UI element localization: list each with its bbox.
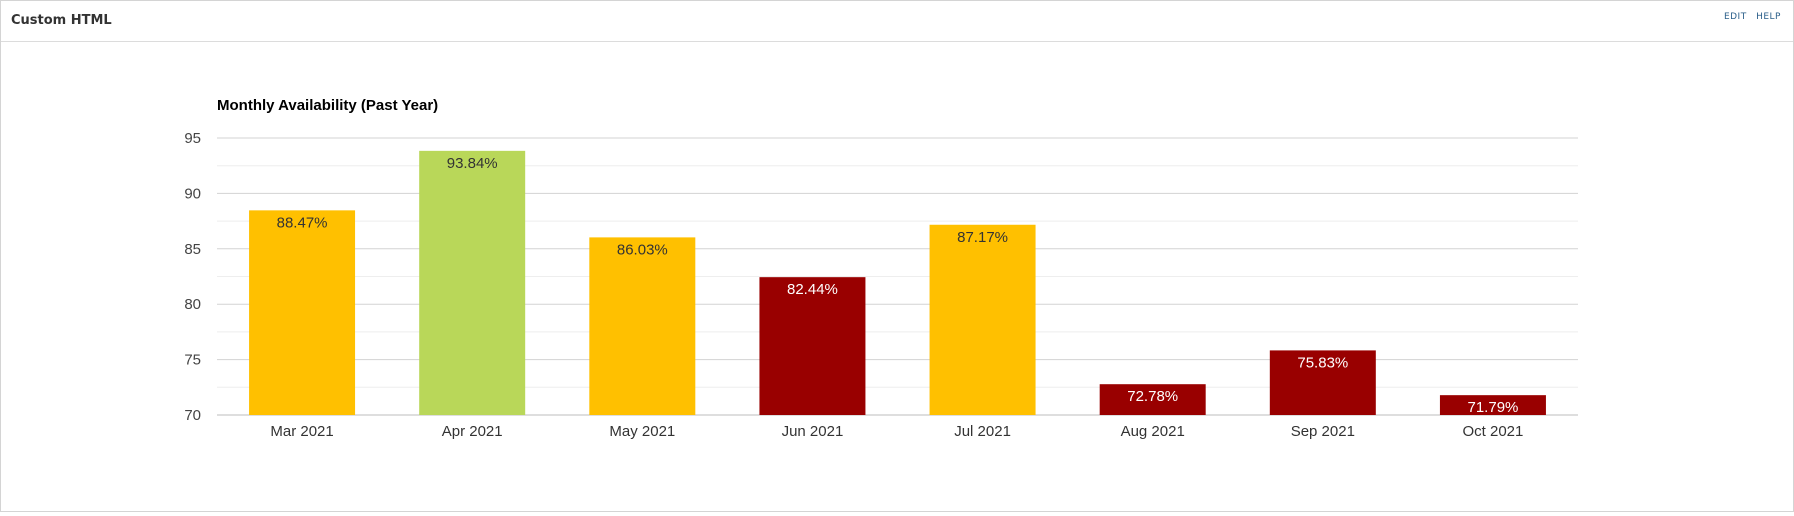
data-label: 87.17% (957, 229, 1008, 246)
bar (589, 237, 696, 415)
y-tick-label: 85 (184, 241, 201, 258)
y-tick-label: 90 (184, 185, 201, 202)
data-label: 75.83% (1297, 354, 1348, 371)
y-tick-label: 95 (184, 130, 201, 147)
bar (1439, 395, 1546, 415)
bar (1099, 384, 1206, 415)
panel-title: Custom HTML (11, 13, 112, 28)
bar (249, 210, 356, 415)
chart-title: Monthly Availability (Past Year) (217, 97, 438, 114)
data-label: 88.47% (277, 214, 328, 231)
x-tick-label: Oct 2021 (1463, 423, 1524, 440)
bar (419, 150, 526, 416)
panel-header: Custom HTML EDIT HELP (1, 1, 1793, 42)
x-axis: Mar 2021 Apr 2021 May 2021 Jun 2021 Jul 2021… (270, 423, 1523, 440)
edit-link[interactable]: EDIT (1723, 12, 1747, 22)
help-link[interactable]: HELP (1756, 12, 1781, 22)
y-tick-label: 70 (184, 407, 201, 424)
x-tick-label: May 2021 (609, 423, 675, 440)
availability-bar-chart: Monthly Availability (Past Year) 70 75 80 8… (184, 97, 1578, 440)
data-label: 93.84% (447, 155, 498, 172)
x-tick-label: Apr 2021 (442, 423, 503, 440)
bar (929, 224, 1036, 415)
x-tick-label: Jul 2021 (954, 423, 1011, 440)
x-tick-label: Aug 2021 (1121, 423, 1185, 440)
bar (759, 277, 866, 415)
data-label: 71.79% (1468, 399, 1519, 416)
chart-bars: 88.47% 93.84% 86.03% 82.44% 87.17% 72.78% 75.8… (249, 150, 1546, 416)
y-axis: 70 75 80 85 90 95 (184, 130, 201, 424)
panel-actions: EDIT HELP (1718, 12, 1781, 22)
y-tick-label: 75 (184, 352, 201, 369)
x-tick-label: Mar 2021 (270, 423, 333, 440)
chart-area: Monthly Availability (Past Year) 70 75 80 8… (1, 42, 1793, 511)
data-label: 86.03% (617, 241, 668, 258)
x-tick-label: Jun 2021 (782, 423, 844, 440)
data-label: 82.44% (787, 281, 838, 298)
bar (1269, 350, 1376, 415)
x-tick-label: Sep 2021 (1291, 423, 1355, 440)
y-tick-label: 80 (184, 296, 201, 313)
data-label: 72.78% (1127, 388, 1178, 405)
